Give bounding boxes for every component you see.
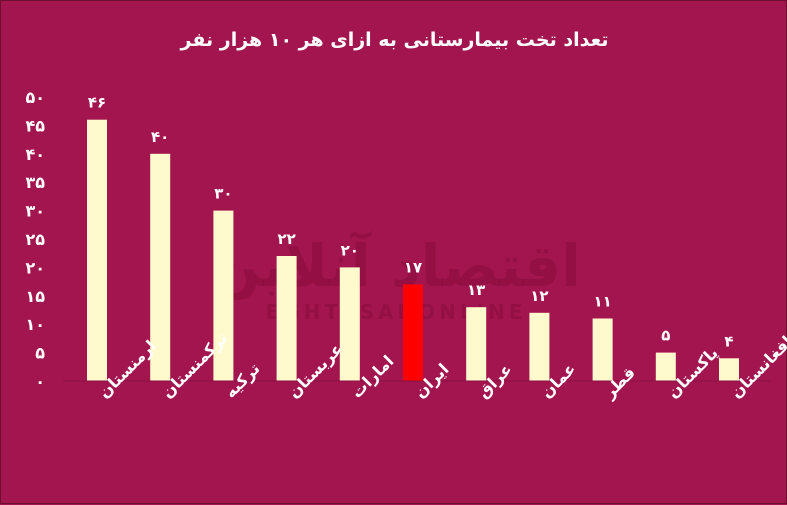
data-label-1: ۴۰ — [151, 128, 169, 146]
data-label-4: ۲۰ — [341, 241, 359, 259]
bars-group — [87, 119, 739, 381]
bar-3 — [276, 256, 297, 381]
y-tick-10: ۱۰ — [25, 315, 45, 334]
bar-6 — [466, 307, 487, 381]
chart-title: تعداد تخت بیمارستانی به ازای هر ۱۰ هزار … — [180, 29, 609, 51]
data-label-0: ۴۶ — [88, 94, 106, 112]
y-tick-5: ۵ — [35, 344, 45, 363]
y-tick-25: ۲۵ — [25, 230, 45, 249]
y-axis-ticks: ۰ ۵ ۱۰ ۱۵ ۲۰ ۲۵ ۳۰ ۳۵ ۴۰ ۴۵ ۵۰ — [25, 88, 45, 391]
y-tick-45: ۴۵ — [25, 116, 45, 135]
bar-2 — [213, 210, 234, 381]
y-tick-0: ۰ — [35, 372, 45, 391]
data-labels: ۴۶ ۴۰ ۳۰ ۲۲ ۲۰ ۱۷ ۱۳ ۱۲ ۱۱ ۵ ۴ — [88, 94, 734, 351]
bar-4 — [339, 267, 360, 381]
y-tick-15: ۱۵ — [25, 287, 45, 306]
bar-8 — [592, 318, 613, 381]
data-label-3: ۲۲ — [277, 230, 295, 248]
y-tick-30: ۳۰ — [25, 202, 45, 221]
bar-7 — [529, 312, 550, 381]
data-label-10: ۴ — [724, 332, 733, 350]
data-label-7: ۱۲ — [530, 287, 548, 305]
y-tick-35: ۳۵ — [25, 173, 45, 192]
bar-9 — [655, 352, 676, 381]
data-label-5: ۱۷ — [404, 258, 422, 276]
data-label-9: ۵ — [661, 327, 670, 345]
data-label-2: ۳۰ — [214, 185, 232, 203]
watermark: اقتصاد آنلاین EGHTESADONLINE — [211, 230, 581, 324]
bar-1 — [150, 153, 171, 381]
bar-10 — [719, 358, 739, 381]
y-tick-50: ۵۰ — [25, 88, 45, 107]
bar-0 — [87, 119, 107, 381]
watermark-subtext: EGHTESADONLINE — [266, 300, 527, 324]
watermark-text: اقتصاد آنلاین — [211, 230, 581, 301]
y-tick-40: ۴۰ — [25, 145, 45, 164]
bar-5 — [403, 284, 423, 381]
data-label-6: ۱۳ — [467, 281, 485, 299]
y-tick-20: ۲۰ — [25, 258, 45, 277]
data-label-8: ۱۱ — [593, 293, 611, 311]
